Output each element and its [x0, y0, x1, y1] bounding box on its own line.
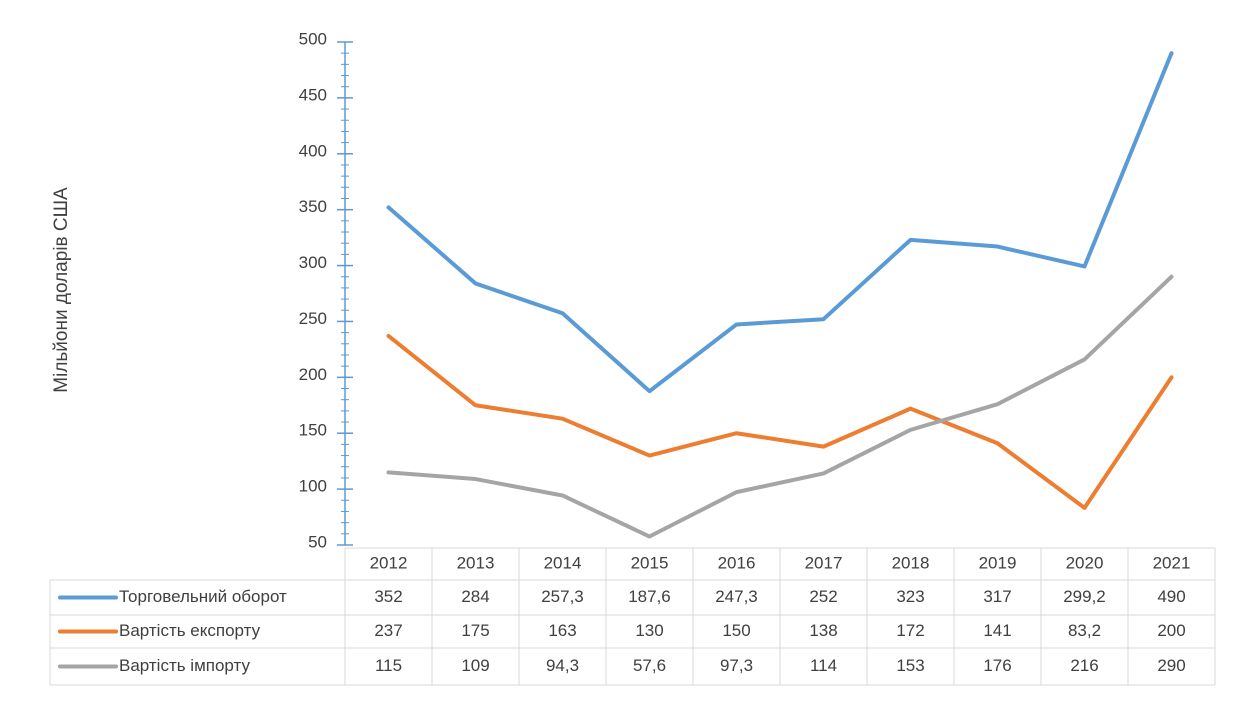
table-value: 172	[896, 621, 924, 640]
table-value: 247,3	[715, 587, 758, 606]
table-value: 57,6	[633, 656, 666, 675]
table-value: 153	[896, 656, 924, 675]
table-value: 290	[1157, 656, 1185, 675]
series-line	[386, 333, 1174, 510]
series-line	[386, 51, 1174, 394]
table-value: 97,3	[720, 656, 753, 675]
y-axis-label: Мільйони доларів США	[51, 187, 72, 393]
table-value: 317	[983, 587, 1011, 606]
table-value: 352	[374, 587, 402, 606]
table-value: 109	[461, 656, 489, 675]
y-tick-label: 450	[299, 85, 327, 104]
table-value: 138	[809, 621, 837, 640]
table-value: 237	[374, 621, 402, 640]
x-tick-label: 2018	[892, 553, 930, 572]
table-value: 299,2	[1063, 587, 1106, 606]
y-tick-label: 400	[299, 141, 327, 160]
x-tick-label: 2012	[370, 553, 408, 572]
x-tick-label: 2019	[979, 553, 1017, 572]
legend-label: Вартість імпорту	[119, 656, 250, 675]
table-value: 163	[548, 621, 576, 640]
legend-label: Торговельний оборот	[119, 587, 287, 606]
table-value: 94,3	[546, 656, 579, 675]
table-value: 284	[461, 587, 489, 606]
table-value: 216	[1070, 656, 1098, 675]
y-tick-label: 50	[308, 532, 327, 551]
y-tick-label: 300	[299, 253, 327, 272]
y-tick-label: 500	[299, 29, 327, 48]
x-tick-label: 2020	[1066, 553, 1104, 572]
y-tick-label: 150	[299, 421, 327, 440]
x-tick-label: 2017	[805, 553, 843, 572]
table-value: 83,2	[1068, 621, 1101, 640]
table-value: 141	[983, 621, 1011, 640]
x-tick-label: 2015	[631, 553, 669, 572]
table-value: 176	[983, 656, 1011, 675]
table-value: 130	[635, 621, 663, 640]
table-value: 252	[809, 587, 837, 606]
table-value: 175	[461, 621, 489, 640]
x-tick-label: 2013	[457, 553, 495, 572]
x-tick-label: 2014	[544, 553, 582, 572]
table-value: 114	[810, 656, 837, 675]
y-tick-label: 100	[299, 477, 327, 496]
x-tick-label: 2021	[1153, 553, 1191, 572]
table-value: 150	[722, 621, 750, 640]
x-tick-label: 2016	[718, 553, 756, 572]
table-value: 257,3	[541, 587, 584, 606]
y-tick-label: 200	[299, 365, 327, 384]
series-line	[386, 274, 1174, 539]
table-value: 187,6	[628, 587, 671, 606]
table-value: 490	[1157, 587, 1185, 606]
y-tick-label: 350	[299, 197, 327, 216]
y-tick-label: 250	[299, 309, 327, 328]
legend-label: Вартість експорту	[119, 621, 261, 640]
table-value: 323	[896, 587, 924, 606]
table-value: 200	[1157, 621, 1185, 640]
table-value: 115	[375, 656, 402, 675]
